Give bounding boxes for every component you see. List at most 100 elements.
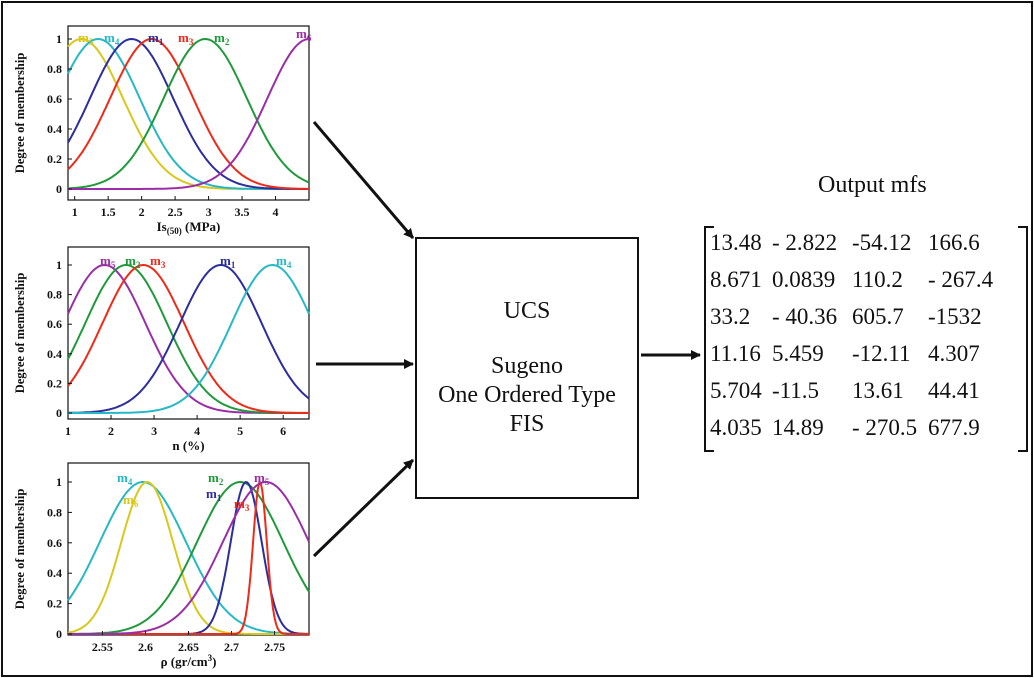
matrix-cell: 166.6: [928, 230, 980, 255]
x-tick-label: 2: [108, 424, 114, 438]
matrix-row: 33.2 - 40.36 605.7 -1532: [710, 304, 1022, 341]
y-tick-label: 0.8: [47, 288, 62, 302]
panel-2: 1 2 3 4 5 6 0 0.2 0.4 0.6 0.8 1 Degree of membership…: [13, 246, 310, 453]
y-tick-label: 0.6: [47, 317, 62, 331]
arrow-input-3: [312, 458, 415, 558]
mf-label-m4: m4: [117, 470, 133, 487]
matrix-row: 11.16 5.459 -12.11 4.307: [710, 341, 1022, 378]
x-tick-label: 1: [65, 424, 71, 438]
mf-curve-m6: [68, 38, 310, 190]
mf-curve-m3: [67, 38, 309, 190]
matrix-cell: 13.61: [852, 378, 904, 403]
y-tick-label: 0.4: [47, 566, 62, 580]
x-tick-label: 2: [139, 205, 145, 219]
mf-label-m1: m1: [206, 486, 222, 503]
y-tick-label: 1: [56, 258, 62, 272]
mf-curve-m3: [67, 263, 309, 414]
y-tick-label: 0.6: [47, 536, 62, 550]
x-tick-label: 1.5: [101, 205, 116, 219]
mf-curve-m2: [68, 481, 310, 635]
mf-curve-m1: [67, 264, 310, 414]
mf-label-m5: m5: [78, 30, 94, 47]
matrix-cell: 5.459: [772, 341, 824, 366]
y-tick-label: 1: [56, 475, 62, 489]
matrix-cell: - 267.4: [928, 267, 994, 292]
x-tick-label: 1: [72, 205, 78, 219]
x-tick-label: 4: [273, 205, 279, 219]
x-axis-label: Is(50) (MPa): [157, 219, 221, 236]
output-title: Output mfs: [818, 172, 927, 198]
matrix-cell: 4.035: [710, 415, 762, 440]
matrix-row: 4.035 14.89 - 270.5 677.9: [710, 415, 1022, 452]
mf-label-m6: m6: [296, 26, 312, 43]
y-tick-label: 0: [56, 182, 62, 196]
fis-label-line: FIS: [509, 411, 545, 437]
arrow-input-1: [312, 121, 415, 239]
matrix-cell: 605.7: [852, 304, 904, 329]
mf-label-m2: m2: [125, 253, 141, 270]
matrix-cell: 11.16: [710, 341, 761, 366]
fis-title: UCS: [503, 298, 551, 324]
y-axis-label: Degree of membership: [13, 53, 27, 174]
mf-label-m2: m2: [208, 470, 224, 487]
matrix-cell: -12.11: [852, 341, 911, 366]
mf-curve-m2: [67, 264, 309, 414]
y-tick-label: 0.6: [47, 92, 62, 106]
matrix-row: 8.671 0.0839 110.2 - 267.4: [710, 267, 1022, 304]
x-tick-label: 2.55: [92, 640, 113, 654]
matrix-cell: 14.89: [772, 415, 824, 440]
arrows: [312, 121, 701, 558]
mf-label-m5: m5: [100, 253, 116, 270]
mf-label-m3: m3: [178, 30, 194, 47]
matrix-rows: 13.48- 2.822 -54.12 166.6 8.671 0.0839 110.2-…: [710, 230, 1022, 452]
matrix-cell: 110.2: [852, 267, 903, 292]
input-panels: 1 1.5 2 2.5 3 3.5 4 0 0.2 0.4 0.6 0.8 1 Degree of mem…: [13, 25, 312, 669]
matrix-left-bracket: [704, 226, 714, 452]
y-axis-label: Degree of membership: [13, 273, 27, 394]
mf-label-m3: m3: [234, 496, 250, 513]
matrix-cell: 33.2: [710, 304, 751, 329]
y-axis-label: Degree of membership: [13, 489, 27, 610]
output-matrix: 13.48- 2.822 -54.12 166.6 8.671 0.0839 110.2-…: [704, 226, 1028, 456]
panel-3: 2.55 2.6 2.65 2.7 2.75 0 0.2 0.4 0.6 0.8 1 Degree o…: [13, 462, 310, 669]
y-tick-label: 0.4: [47, 347, 62, 361]
fis-type-line: Sugeno: [491, 353, 563, 379]
x-tick-label: 2.7: [224, 640, 239, 654]
matrix-cell: 5.704: [710, 378, 762, 403]
mf-curve-m2: [67, 37, 310, 190]
x-tick-label: 4: [194, 424, 200, 438]
matrix-row: 13.48 - 2.822 -54.12 166.6: [710, 230, 1022, 267]
x-tick-label: 2.75: [264, 640, 285, 654]
y-tick-label: 0.2: [47, 376, 62, 390]
x-tick-label: 5: [237, 424, 243, 438]
x-tick-label: 2.5: [168, 205, 183, 219]
matrix-cell: - 40.36: [772, 304, 838, 329]
matrix-cell: 4.307: [928, 341, 980, 366]
mf-curve-m4: [67, 481, 309, 635]
y-tick-label: 0: [56, 627, 62, 641]
x-tick-label: 2.65: [178, 640, 199, 654]
x-tick-label: 3.5: [235, 205, 250, 219]
mf-curve-m1: [67, 37, 309, 190]
y-tick-label: 0.2: [47, 597, 62, 611]
mf-curve-m4: [68, 263, 310, 414]
fis-box: UCS Sugeno One Ordered Type FIS: [415, 237, 639, 499]
mf-label-m1: m1: [148, 30, 164, 47]
mf-label-m4: m4: [104, 30, 120, 47]
plot-frame: [67, 25, 310, 201]
mf-label-m1: m1: [220, 253, 236, 270]
matrix-cell: 0.0839: [772, 267, 836, 292]
panel-1: 1 1.5 2 2.5 3 3.5 4 0 0.2 0.4 0.6 0.8 1 Degree of mem…: [13, 25, 312, 236]
matrix-cell: - 270.5: [852, 415, 918, 440]
mf-label-m5: m5: [254, 470, 270, 487]
fis-order-line: One Ordered Type: [438, 382, 616, 408]
x-tick-label: 6: [280, 424, 286, 438]
matrix-cell: 13.48: [710, 230, 762, 255]
matrix-cell: -11.5: [772, 378, 820, 403]
x-axis-label: n (%): [172, 438, 204, 453]
matrix-cell: - 2.822: [772, 230, 838, 255]
matrix-cell: -1532: [928, 304, 982, 329]
x-tick-label: 2.6: [138, 640, 153, 654]
matrix-cell: 44.41: [928, 378, 980, 403]
